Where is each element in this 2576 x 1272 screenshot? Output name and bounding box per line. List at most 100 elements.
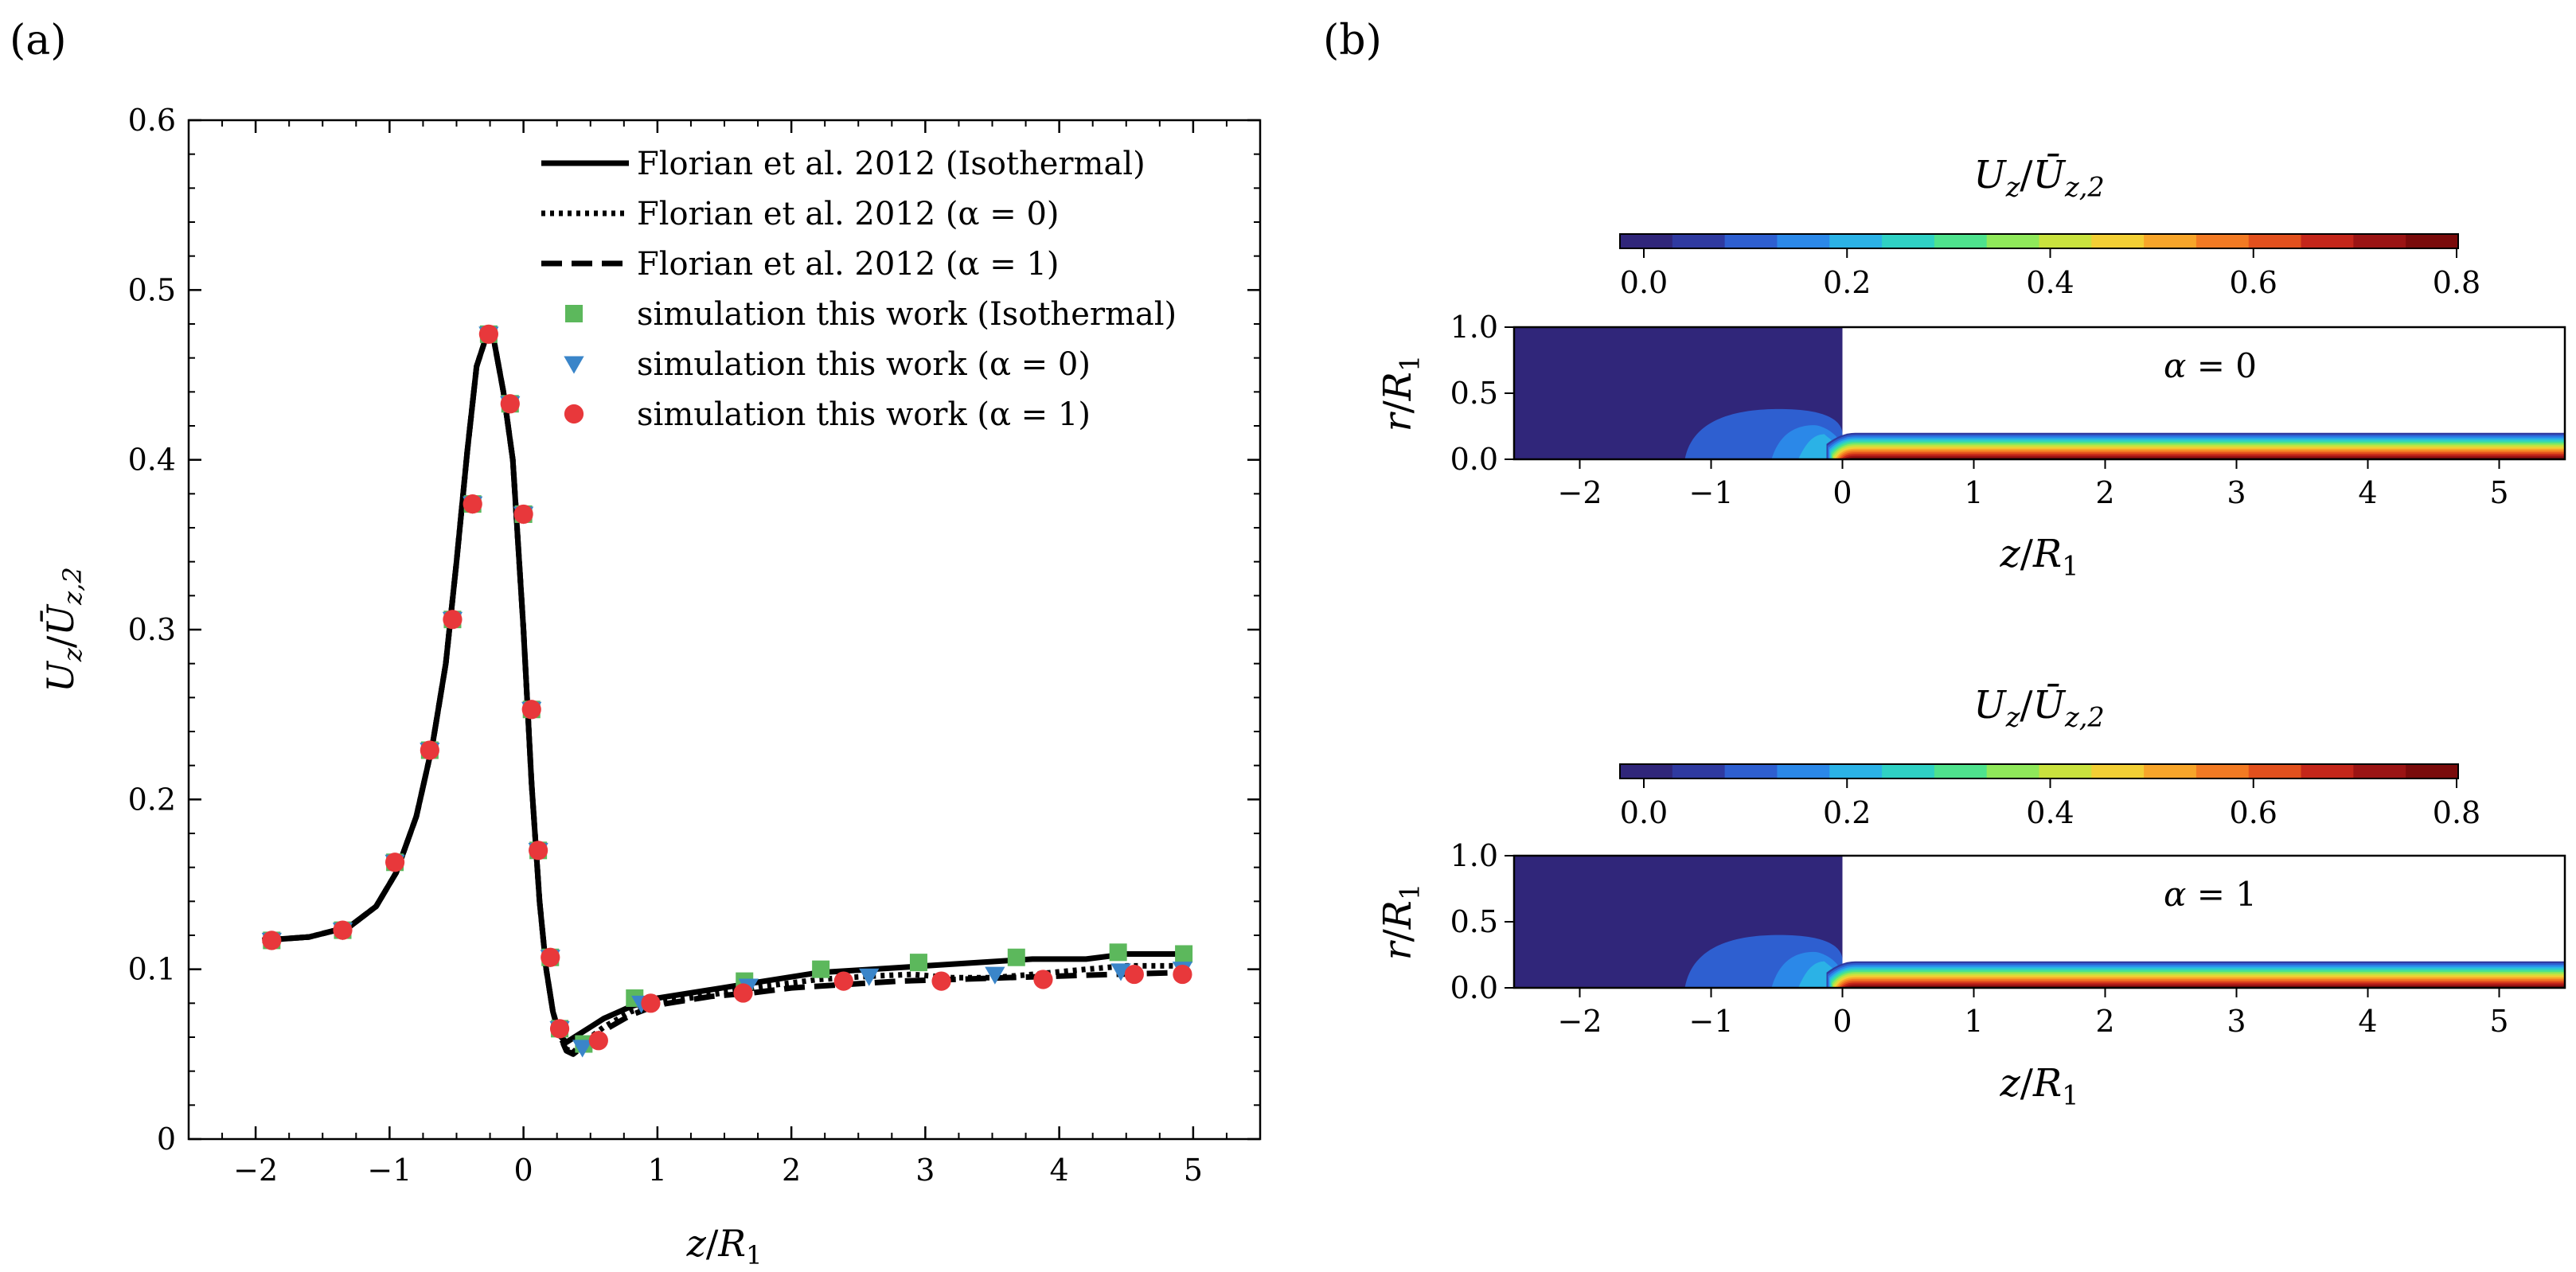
data-point-circle bbox=[733, 983, 753, 1003]
colorbar-segment bbox=[2039, 764, 2092, 778]
x-tick-label: 5 bbox=[2489, 1004, 2508, 1039]
x-tick-label: 2 bbox=[2095, 1004, 2114, 1039]
colorbar-segment bbox=[1986, 764, 2040, 778]
colorbar-tick-label: 0.0 bbox=[1620, 795, 1668, 830]
data-point-circle bbox=[1173, 964, 1192, 985]
colorbar-title: Uz/Ūz,2 bbox=[1973, 153, 2105, 203]
data-point-circle bbox=[833, 971, 853, 991]
colorbar-segment bbox=[2039, 234, 2092, 248]
x-tick-label-a: −2 bbox=[233, 1153, 278, 1188]
colorbar-segment bbox=[1986, 234, 2040, 248]
x-tick-label-a: 1 bbox=[648, 1153, 667, 1188]
legend-label: simulation this work (α = 0) bbox=[637, 346, 1091, 383]
data-point-circle bbox=[262, 931, 282, 950]
colorbar-segment bbox=[2353, 234, 2406, 248]
colorbar-segment bbox=[2301, 234, 2354, 248]
colorbar-frame bbox=[1619, 763, 2459, 779]
data-point-square bbox=[1109, 943, 1127, 962]
x-tick-label: 0 bbox=[1832, 1004, 1852, 1039]
x-axis-label: z/R1 bbox=[2000, 532, 2079, 582]
jet-layer bbox=[1839, 455, 2565, 459]
alpha-annotation: α = 1 bbox=[2164, 875, 2257, 914]
y-tick-label-a: 0.1 bbox=[128, 952, 176, 987]
colorbar-segment bbox=[2353, 764, 2406, 778]
x-tick-label: 5 bbox=[2489, 475, 2508, 510]
x-axis-label-a: z/R1 bbox=[686, 1222, 763, 1270]
data-point-circle bbox=[513, 504, 533, 525]
data-point-circle bbox=[541, 947, 560, 967]
alpha-annotation: α = 0 bbox=[2164, 346, 2257, 385]
colorbar-segment bbox=[2091, 764, 2145, 778]
panel-label-a: (a) bbox=[10, 17, 67, 64]
x-tick-label: 1 bbox=[1964, 1004, 1983, 1039]
colorbar-segment bbox=[1672, 764, 1726, 778]
data-point-circle bbox=[500, 394, 520, 414]
y-axis-label-a: Uz/Ūz,2 bbox=[39, 567, 88, 693]
data-point-circle bbox=[443, 610, 463, 630]
colorbar-segment bbox=[1934, 234, 1988, 248]
colorbar-segment bbox=[1620, 764, 1673, 778]
x-tick-label: −1 bbox=[1688, 1004, 1733, 1039]
velocity-field bbox=[1514, 856, 2565, 988]
x-tick-label: 3 bbox=[2227, 1004, 2246, 1039]
data-point-square bbox=[812, 960, 830, 978]
x-tick-label-a: 5 bbox=[1184, 1153, 1203, 1188]
y-tick-label-a: 0 bbox=[157, 1122, 176, 1157]
colorbar-segment bbox=[2091, 234, 2145, 248]
colorbar-segment bbox=[1829, 234, 1883, 248]
legend-label: Florian et al. 2012 (α = 1) bbox=[637, 246, 1060, 283]
y-tick-label: 1.0 bbox=[1450, 310, 1498, 345]
x-tick-label: 3 bbox=[2227, 475, 2246, 510]
legend-marker-triangle-down bbox=[564, 356, 584, 374]
jet-layer bbox=[1839, 984, 2565, 988]
data-point-square bbox=[1175, 945, 1193, 963]
data-point-circle bbox=[385, 853, 405, 872]
colorbar-segment bbox=[2406, 764, 2459, 778]
data-point-circle bbox=[588, 1031, 608, 1051]
data-point-triangle-down bbox=[985, 966, 1005, 985]
colorbar-segment bbox=[1724, 234, 1778, 248]
data-point-square bbox=[1007, 948, 1025, 966]
series-line-dotted bbox=[262, 334, 1180, 1055]
data-point-circle bbox=[478, 324, 498, 344]
x-tick-label: 0 bbox=[1832, 475, 1852, 510]
colorbar-segment bbox=[2406, 234, 2459, 248]
colorbar-segment bbox=[2301, 764, 2354, 778]
y-tick-label: 1.0 bbox=[1450, 838, 1498, 873]
data-point-triangle-down bbox=[859, 968, 880, 986]
colorbar-segment bbox=[1882, 234, 1935, 248]
y-tick-label: 0.0 bbox=[1450, 970, 1498, 1005]
colorbar-segment bbox=[2144, 764, 2197, 778]
data-point-circle bbox=[420, 740, 439, 760]
y-tick-label: 0.5 bbox=[1450, 904, 1498, 939]
colorbar-tick-label: 0.4 bbox=[2026, 265, 2074, 300]
y-axis-label: r/R1 bbox=[1376, 355, 1426, 432]
colorbar-segment bbox=[1829, 764, 1883, 778]
colorbar-segment bbox=[2248, 764, 2302, 778]
legend-label: simulation this work (α = 1) bbox=[637, 396, 1091, 433]
series-line-dashed bbox=[262, 334, 1181, 1057]
legend-marker-circle bbox=[564, 404, 584, 424]
colorbar-segment bbox=[1777, 764, 1830, 778]
data-point-circle bbox=[521, 700, 541, 720]
data-point-circle bbox=[549, 1019, 570, 1039]
colorbar-segment bbox=[1882, 764, 1935, 778]
y-axis-label: r/R1 bbox=[1376, 884, 1426, 961]
x-tick-label-a: −1 bbox=[367, 1153, 412, 1188]
y-tick-label-a: 0.3 bbox=[128, 612, 176, 647]
data-point-circle bbox=[529, 841, 548, 860]
legend-label: Florian et al. 2012 (α = 0) bbox=[637, 196, 1060, 232]
colorbar-tick-label: 0.2 bbox=[1823, 265, 1871, 300]
x-axis-label: z/R1 bbox=[2000, 1061, 2079, 1111]
colorbar-segment bbox=[1724, 764, 1778, 778]
colorbar-tick-label: 0.8 bbox=[2433, 795, 2480, 830]
colorbar-segment bbox=[1620, 234, 1673, 248]
data-point-circle bbox=[1124, 964, 1144, 985]
x-tick-label-a: 0 bbox=[514, 1153, 533, 1188]
y-tick-label-a: 0.6 bbox=[128, 103, 176, 138]
y-tick-label-a: 0.2 bbox=[128, 782, 176, 817]
colorbar-segment bbox=[2248, 234, 2302, 248]
x-tick-label: −2 bbox=[1557, 475, 1602, 510]
x-tick-label: 1 bbox=[1964, 475, 1983, 510]
